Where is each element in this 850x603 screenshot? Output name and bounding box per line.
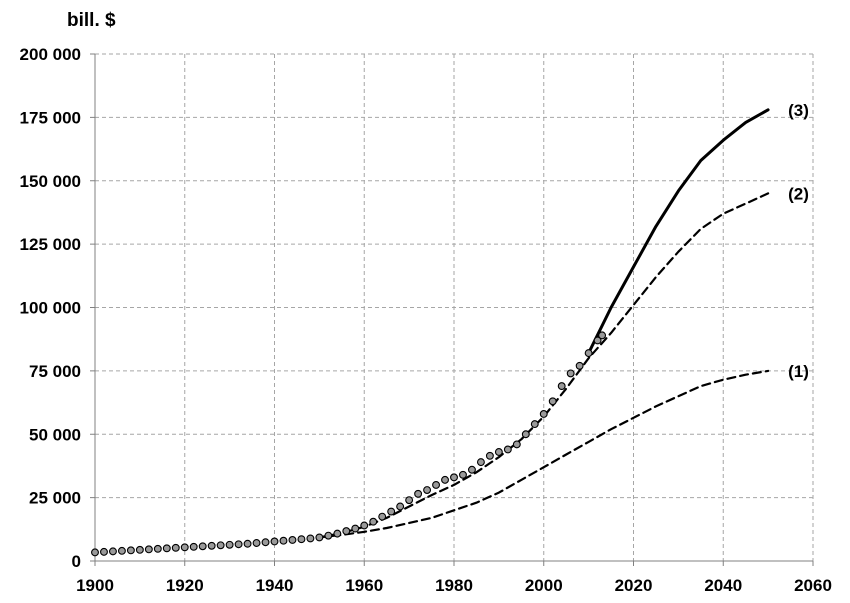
data-point	[575, 361, 584, 370]
data-point	[153, 544, 162, 553]
x-tick-label: 1920	[166, 576, 204, 595]
tick-labels: 0 25 000 50 000 75 000 100 000 125 000 150 000…	[20, 45, 832, 595]
data-point	[351, 524, 360, 533]
data-point	[216, 541, 225, 550]
x-tick-label: 1960	[345, 576, 383, 595]
axes	[90, 53, 814, 566]
data-point	[476, 458, 485, 467]
data-point	[405, 496, 414, 505]
data-point	[100, 547, 108, 556]
data-point	[324, 531, 333, 540]
data-point	[117, 546, 126, 555]
x-tick-label: 1940	[256, 576, 294, 595]
series-line-dashed	[318, 369, 770, 539]
data-point	[360, 521, 369, 530]
data-point	[189, 542, 198, 551]
y-tick-label: 175 000	[20, 108, 81, 127]
data-point	[306, 534, 315, 543]
data-point	[180, 543, 189, 552]
data-point	[261, 538, 270, 547]
series-label: (3)	[788, 101, 809, 120]
data-point	[126, 546, 135, 555]
data-point	[423, 486, 432, 494]
data-point	[584, 349, 593, 358]
x-tick-label: 2000	[525, 576, 563, 595]
series-line-solid	[587, 108, 770, 355]
data-point	[288, 536, 297, 544]
data-point	[539, 410, 548, 418]
data-point	[432, 481, 440, 489]
data-point	[252, 539, 261, 547]
data-point	[441, 475, 449, 484]
data-point	[279, 536, 288, 545]
data-point	[557, 382, 566, 391]
y-tick-label: 200 000	[20, 45, 81, 64]
data-point	[548, 397, 557, 406]
data-point	[162, 544, 171, 553]
series-label: (1)	[788, 362, 809, 381]
x-tick-label: 1980	[435, 576, 473, 595]
data-point	[198, 542, 207, 551]
y-tick-label: 125 000	[20, 235, 81, 254]
y-tick-label: 25 000	[29, 489, 81, 508]
series-label: (2)	[788, 184, 809, 203]
y-tick-label: 50 000	[29, 425, 81, 444]
data-point	[270, 537, 279, 546]
data-point	[378, 512, 387, 521]
data-point	[468, 465, 476, 474]
data-point	[315, 533, 324, 542]
data-point	[414, 489, 423, 498]
data-point	[494, 448, 503, 456]
x-tick-label: 1900	[76, 576, 114, 595]
series-markers	[91, 331, 607, 557]
data-point	[144, 545, 153, 554]
data-point	[530, 420, 539, 429]
data-point	[342, 527, 351, 536]
data-point	[485, 451, 494, 460]
data-point	[459, 470, 467, 479]
y-tick-label: 0	[72, 552, 81, 571]
data-point	[171, 543, 180, 552]
data-point	[333, 529, 342, 538]
grid	[95, 53, 814, 561]
data-point	[297, 535, 306, 544]
y-axis-unit-label: bill. $	[67, 10, 116, 31]
data-point	[243, 539, 252, 548]
data-point	[503, 445, 512, 454]
data-point	[450, 473, 458, 482]
y-tick-label: 150 000	[20, 172, 81, 191]
data-point	[234, 540, 243, 549]
data-point	[387, 507, 396, 516]
y-tick-label: 75 000	[29, 362, 81, 381]
x-tick-label: 2040	[704, 576, 742, 595]
y-tick-label: 100 000	[20, 299, 81, 318]
data-point	[521, 430, 530, 439]
data-point	[512, 440, 521, 449]
x-tick-label: 2020	[615, 576, 653, 595]
data-point	[91, 548, 99, 557]
data-point	[225, 540, 234, 549]
data-point	[566, 369, 575, 378]
data-point	[593, 336, 602, 345]
x-tick-label: 2060	[794, 576, 832, 595]
data-point	[396, 502, 405, 511]
data-point	[207, 541, 216, 550]
data-point	[135, 545, 144, 554]
data-point	[108, 547, 117, 556]
data-point	[598, 331, 607, 340]
series-labels: (1) (2) (3)	[788, 101, 809, 381]
data-point	[369, 517, 378, 526]
